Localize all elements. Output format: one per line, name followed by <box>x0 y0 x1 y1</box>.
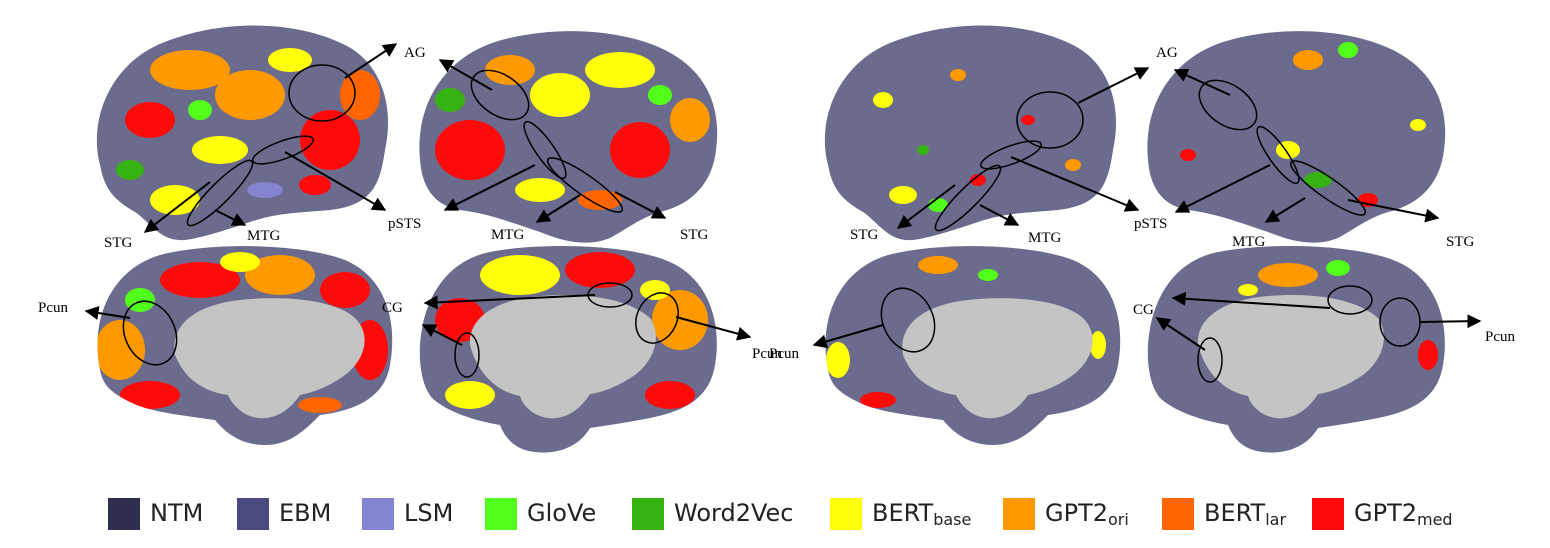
label-mtg-4: MTG <box>1232 234 1266 250</box>
legend-label: NTM <box>150 499 204 527</box>
legend-label: GPT2ori <box>1045 499 1129 529</box>
label-stg-2: STG <box>680 227 709 243</box>
brain-right-lateral-b <box>1147 31 1446 243</box>
label-psts-2: pSTS <box>1134 216 1167 232</box>
label-psts: pSTS <box>388 216 421 232</box>
legend-label: EBM <box>279 499 332 527</box>
legend-label: BERTbase <box>872 499 972 529</box>
legend-label: LSM <box>404 499 454 527</box>
label-stg-4: STG <box>1446 234 1475 250</box>
label-mtg-2: MTG <box>491 227 525 243</box>
legend-item-word2vec: Word2Vec <box>632 496 793 532</box>
label-stg: STG <box>104 235 133 251</box>
label-stg-3: STG <box>850 227 879 243</box>
legend-label: GPT2med <box>1354 499 1453 529</box>
label-ag: AG <box>404 45 426 61</box>
label-pcun-2: Pcun <box>752 346 783 362</box>
brain-figure: AG STG MTG pSTS MTG STG Pcun CG Pcun AG … <box>38 25 1516 453</box>
activation-patches <box>826 256 1106 408</box>
legend-swatch <box>237 498 269 530</box>
legend: NTM EBM LSM GloVe Word2Vec BERTbase GPT2… <box>0 474 1550 548</box>
arrows-left <box>84 43 752 346</box>
legend-swatch <box>632 498 664 530</box>
legend-item-gpt2-ori: GPT2ori <box>1003 496 1129 532</box>
brain-right-lateral-a <box>824 25 1117 241</box>
brain-right-medial-a <box>825 246 1121 445</box>
legend-label: GloVe <box>527 499 597 527</box>
legend-label: BERTlar <box>1204 499 1287 529</box>
legend-item-bert-base: BERTbase <box>830 496 971 532</box>
legend-item-glove: GloVe <box>485 496 596 532</box>
legend-swatch <box>830 498 862 530</box>
label-cg: CG <box>382 300 403 316</box>
legend-item-gpt2-med: GPT2med <box>1312 496 1453 532</box>
legend-label: Word2Vec <box>674 499 794 527</box>
label-pcun-3: Pcun <box>769 346 800 362</box>
brain-left-lateral-a <box>96 25 389 241</box>
label-ag-3: AG <box>1156 45 1178 61</box>
activation-patches <box>435 252 708 409</box>
legend-swatch <box>1162 498 1194 530</box>
label-cg-2: CG <box>1133 302 1154 318</box>
legend-item-ebm: EBM <box>237 496 331 532</box>
legend-swatch <box>108 498 140 530</box>
legend-swatch <box>1312 498 1344 530</box>
brain-right-medial-b <box>1147 246 1445 453</box>
activation-patches <box>1238 260 1438 370</box>
legend-swatch <box>485 498 517 530</box>
labels-right: AG STG MTG pSTS MTG STG Pcun CG Pcun <box>769 45 1516 362</box>
labels-left: AG STG MTG pSTS MTG STG Pcun CG Pcun <box>38 45 783 362</box>
activation-patches <box>435 52 710 210</box>
brain-left-medial-b <box>419 246 717 453</box>
legend-item-ntm: NTM <box>108 496 203 532</box>
label-pcun-4: Pcun <box>1485 329 1516 345</box>
legend-swatch <box>1003 498 1035 530</box>
brain-left-medial-a <box>97 246 393 445</box>
label-mtg: MTG <box>247 228 281 244</box>
label-mtg-3: MTG <box>1028 230 1062 246</box>
legend-item-lsm: LSM <box>362 496 453 532</box>
activation-patches <box>1180 42 1426 207</box>
activation-patches <box>116 48 380 215</box>
label-pcun: Pcun <box>38 300 69 316</box>
legend-item-bert-lar: BERTlar <box>1162 496 1286 532</box>
brain-left-lateral-b <box>419 31 718 243</box>
arrows-right <box>812 67 1482 351</box>
legend-swatch <box>362 498 394 530</box>
